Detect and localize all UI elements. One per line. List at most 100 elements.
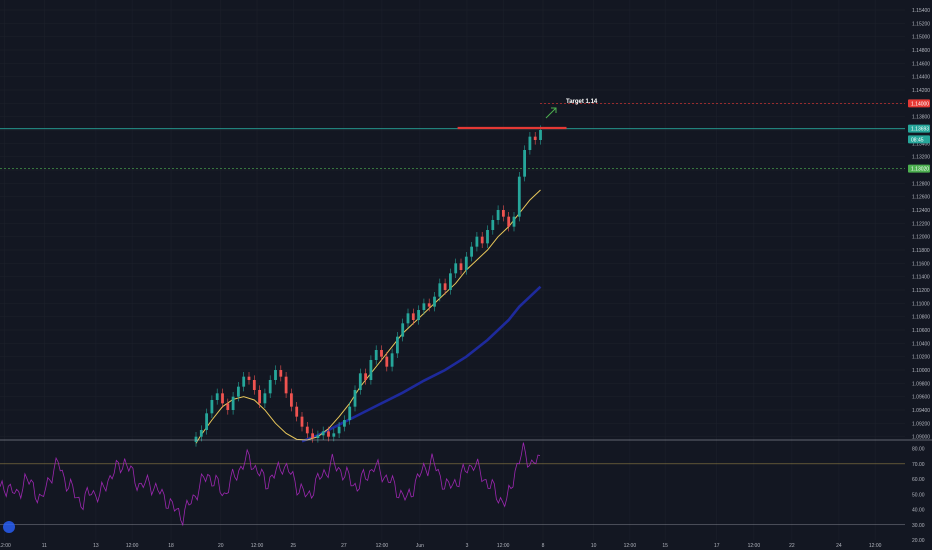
price-tick-label: 1.15400 — [912, 8, 930, 14]
candle-body — [210, 400, 214, 414]
price-tick-label: 1.09600 — [912, 395, 930, 401]
price-tags: 1.14000 1.13693 08:45 1.13020 — [908, 99, 930, 173]
candle-body — [422, 303, 426, 310]
candle-body — [454, 263, 458, 274]
candle-body — [491, 220, 495, 230]
price-tag-box — [908, 164, 930, 173]
time-tick-label: 3 — [466, 543, 469, 549]
time-tick-label: 20 — [218, 543, 224, 549]
time-tick-label: 17 — [714, 543, 720, 549]
price-tick-label: 1.13200 — [912, 155, 930, 161]
price-tick-label: 1.13800 — [912, 115, 930, 121]
rsi-line — [0, 442, 541, 527]
candle-body — [396, 336, 399, 354]
price-tick-label: 1.12400 — [912, 208, 930, 214]
candle-body — [380, 350, 383, 357]
time-axis[interactable]: 12:00 11 13 12:00 18 20 12:00 25 27 12:00 Jun 3 12:0… — [0, 543, 882, 549]
candle-body — [274, 370, 277, 380]
candle-body — [343, 420, 346, 427]
price-tick-label: 1.10800 — [912, 315, 930, 321]
candle-body — [517, 176, 521, 217]
price-tick-label: 1.10200 — [912, 355, 930, 361]
candle-body — [221, 393, 224, 404]
time-tick-label: 12:00 — [0, 543, 11, 549]
price-tick-label: 1.09200 — [912, 421, 930, 427]
candle-body — [390, 353, 394, 367]
rsi-tick-label: 50.00 — [912, 492, 925, 498]
candle-body — [470, 246, 473, 257]
time-tick-label: 8 — [542, 543, 545, 549]
time-tick-label: 27 — [341, 543, 347, 549]
price-tick-label: 1.12600 — [912, 195, 930, 201]
candle-body — [311, 433, 314, 438]
rsi-tick-label: 80.00 — [912, 447, 925, 453]
price-tick-label: 1.11200 — [912, 288, 930, 294]
time-tick-label: 15 — [662, 543, 668, 549]
candle-body — [252, 380, 256, 390]
candle-body — [507, 216, 511, 227]
price-tick-label: 1.11800 — [912, 248, 930, 254]
candle-body — [475, 236, 479, 247]
candle-body — [279, 370, 283, 377]
candle-body — [411, 313, 415, 320]
candle-body — [369, 360, 373, 380]
candle-body — [523, 150, 526, 177]
candle-body — [321, 431, 325, 436]
price-tag-box — [908, 99, 930, 108]
candle-body — [268, 380, 272, 394]
price-tick-label: 1.14600 — [912, 61, 930, 67]
up-arrow-icon — [545, 107, 557, 119]
price-tick-label: 1.11000 — [912, 301, 930, 307]
tradingview-logo[interactable] — [3, 521, 15, 533]
time-tick-label: 12:00 — [251, 543, 264, 549]
candle-body — [486, 230, 489, 244]
candle-body — [295, 406, 299, 417]
price-tag-label: 1.13693 — [911, 127, 929, 133]
price-tick-label: 1.15200 — [912, 21, 930, 27]
rsi-axis[interactable]: 80.00 70.00 60.00 50.00 40.00 30.00 20.00 — [912, 447, 925, 544]
time-tick-label: 12:00 — [497, 543, 510, 549]
target-label: Target 1.14 — [566, 99, 598, 105]
candle-body — [358, 373, 362, 390]
time-tick-label: 18 — [168, 543, 174, 549]
rsi-tick-label: 70.00 — [912, 462, 925, 468]
candle-body — [464, 256, 468, 270]
time-tick-label: 12:00 — [126, 543, 139, 549]
price-tick-label: 1.09000 — [912, 435, 930, 441]
candle-body — [284, 376, 288, 394]
candle-body — [205, 413, 208, 430]
candle-body — [459, 263, 463, 270]
candle-body — [258, 390, 261, 404]
price-tick-label: 1.14800 — [912, 48, 930, 54]
price-tag-label: 08:45 — [911, 137, 924, 143]
candle-body — [427, 303, 431, 307]
rsi-tick-label: 30.00 — [912, 523, 925, 529]
price-tick-label: 1.11600 — [912, 261, 930, 267]
moving-average-slow — [301, 285, 542, 443]
candle-body — [401, 323, 405, 337]
candle-body — [242, 376, 246, 387]
candle-body — [417, 310, 420, 320]
candle-body — [353, 390, 357, 407]
candle-body — [502, 210, 505, 217]
time-tick-label: 11 — [42, 543, 47, 549]
candle-body — [247, 376, 251, 380]
price-tick-label: 1.10400 — [912, 341, 930, 347]
time-tick-label: Jun — [416, 543, 424, 549]
time-tick-label: 22 — [789, 543, 795, 549]
price-tick-label: 1.10600 — [912, 328, 930, 334]
candle-body — [332, 433, 336, 437]
price-tick-label: 1.12800 — [912, 181, 930, 187]
candle-body — [385, 356, 389, 367]
candle-body — [327, 431, 330, 437]
candle-body — [316, 435, 320, 438]
candle-body — [539, 130, 542, 140]
rsi-pane — [0, 442, 905, 527]
candle-body — [449, 273, 452, 290]
time-tick-label: 12:00 — [624, 543, 637, 549]
candle-body — [300, 416, 304, 427]
candle-body — [443, 283, 447, 290]
candle-body — [337, 426, 341, 434]
